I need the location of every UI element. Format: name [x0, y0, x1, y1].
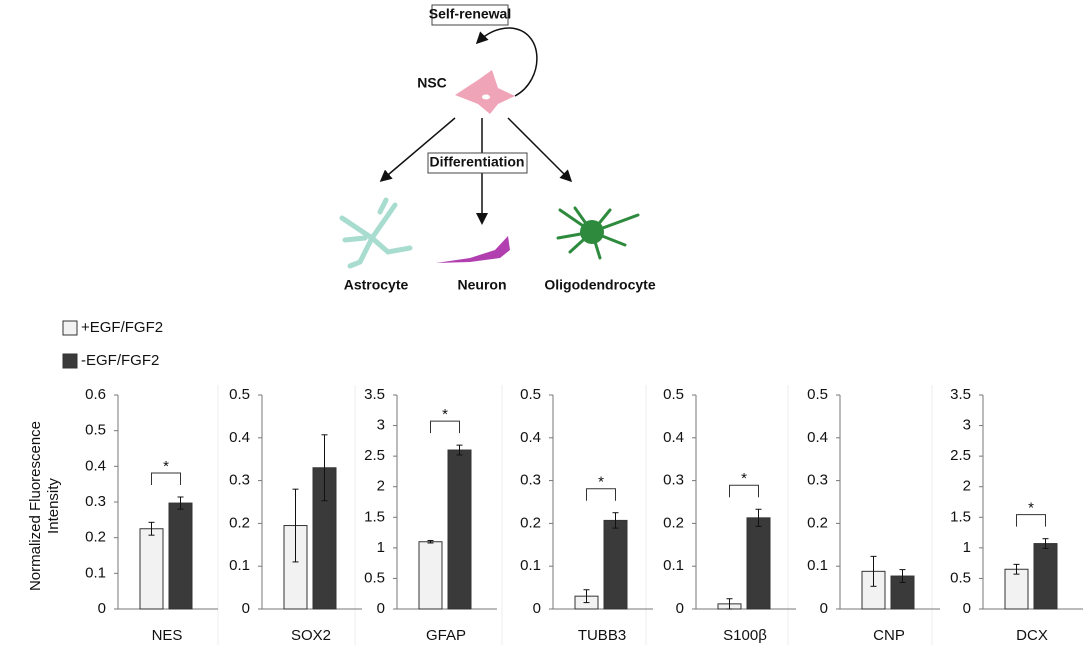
y-tick-label: 0.6 [85, 386, 106, 403]
bar [418, 541, 443, 610]
y-tick-label: 0 [98, 600, 106, 617]
y-axis-label: Normalized Fluorescence Intensity [27, 420, 62, 592]
y-tick-label: 1 [963, 539, 971, 556]
significance-bracket [586, 488, 616, 501]
y-tick-label: 0.4 [663, 429, 684, 446]
y-tick-label: 0.2 [663, 514, 684, 531]
y-tick-label: 0.5 [663, 386, 684, 403]
y-tick-label: 0 [676, 600, 684, 617]
x-tick-label: CNP [873, 627, 905, 644]
bar [168, 502, 193, 610]
x-tick-label: DCX [1016, 627, 1048, 644]
x-tick-label: GFAP [426, 627, 466, 644]
legend-swatch [62, 353, 78, 369]
bar [1004, 568, 1029, 610]
x-tick-label: TUBB3 [578, 627, 626, 644]
bar [1033, 543, 1058, 610]
y-tick-label: 2 [377, 478, 385, 495]
y-tick-label: 0.1 [663, 557, 684, 574]
y-tick-label: 2.5 [950, 447, 971, 464]
diagram-label: Self-renewal [429, 6, 511, 22]
legend-label: +EGF/FGF2 [81, 319, 163, 336]
y-tick-label: 0.5 [807, 386, 828, 403]
bar [447, 449, 472, 610]
y-tick-label: 0.5 [229, 386, 250, 403]
y-tick-label: 0.1 [229, 557, 250, 574]
significance-label: * [442, 406, 448, 423]
y-tick-label: 0.4 [520, 429, 541, 446]
y-tick-label: 0.4 [229, 429, 250, 446]
significance-bracket [729, 484, 759, 498]
diagram-label: NSC [417, 75, 447, 91]
y-tick-label: 0 [242, 600, 250, 617]
x-tick-label: NES [152, 627, 183, 644]
y-tick-label: 0.5 [520, 386, 541, 403]
nsc-cell [455, 70, 515, 114]
arrow [507, 117, 573, 183]
cell-label: Astrocyte [344, 277, 409, 293]
label-box [427, 152, 528, 174]
significance-label: * [163, 458, 169, 475]
bar [139, 528, 164, 610]
y-tick-label: 0.4 [85, 457, 106, 474]
y-tick-label: 0.5 [364, 569, 385, 586]
bar [603, 519, 628, 610]
y-tick-label: 2.5 [364, 447, 385, 464]
y-tick-label: 0 [820, 600, 828, 617]
neuron-cell [436, 236, 510, 263]
y-tick-label: 0.3 [229, 472, 250, 489]
y-tick-label: 0.5 [950, 569, 971, 586]
significance-bracket [1016, 514, 1046, 527]
oligodendrocyte-body [580, 220, 604, 244]
x-tick-label: SOX2 [291, 627, 331, 644]
y-tick-label: 0 [533, 600, 541, 617]
arrow [379, 117, 456, 182]
y-tick-label: 0.2 [520, 514, 541, 531]
y-tick-label: 0.1 [807, 557, 828, 574]
y-tick-label: 0.2 [807, 514, 828, 531]
y-tick-label: 0 [963, 600, 971, 617]
y-tick-label: 0 [377, 600, 385, 617]
y-tick-label: 0.3 [520, 472, 541, 489]
y-tick-label: 3.5 [364, 386, 385, 403]
legend-swatch [62, 320, 78, 336]
arrow [475, 27, 538, 97]
y-tick-label: 2 [963, 478, 971, 495]
cell-label: Oligodendrocyte [544, 277, 655, 293]
y-tick-label: 0.1 [85, 564, 106, 581]
cell-label: Neuron [458, 277, 507, 293]
y-tick-label: 3 [377, 417, 385, 434]
significance-label: * [598, 474, 604, 491]
y-tick-label: 0.1 [520, 557, 541, 574]
significance-label: * [741, 470, 747, 487]
y-tick-label: 3 [963, 417, 971, 434]
nucleus [482, 94, 490, 100]
x-tick-label: S100β [723, 627, 767, 644]
y-tick-label: 1.5 [364, 508, 385, 525]
y-tick-label: 0.2 [229, 514, 250, 531]
significance-bracket [430, 420, 460, 434]
bar [746, 517, 771, 610]
y-tick-label: 1.5 [950, 508, 971, 525]
astrocyte-cell [339, 197, 413, 269]
legend-label: -EGF/FGF2 [81, 352, 159, 369]
y-tick-label: 1 [377, 539, 385, 556]
diagram-label: Differentiation [430, 154, 525, 170]
y-tick-label: 0.3 [663, 472, 684, 489]
y-tick-label: 0.5 [85, 422, 106, 439]
y-tick-label: 0.3 [85, 493, 106, 510]
y-tick-label: 3.5 [950, 386, 971, 403]
significance-label: * [1028, 500, 1034, 517]
label-box [431, 4, 509, 26]
y-tick-label: 0.3 [807, 472, 828, 489]
y-tick-label: 0.2 [85, 529, 106, 546]
y-tick-label: 0.4 [807, 429, 828, 446]
significance-bracket [151, 472, 181, 486]
